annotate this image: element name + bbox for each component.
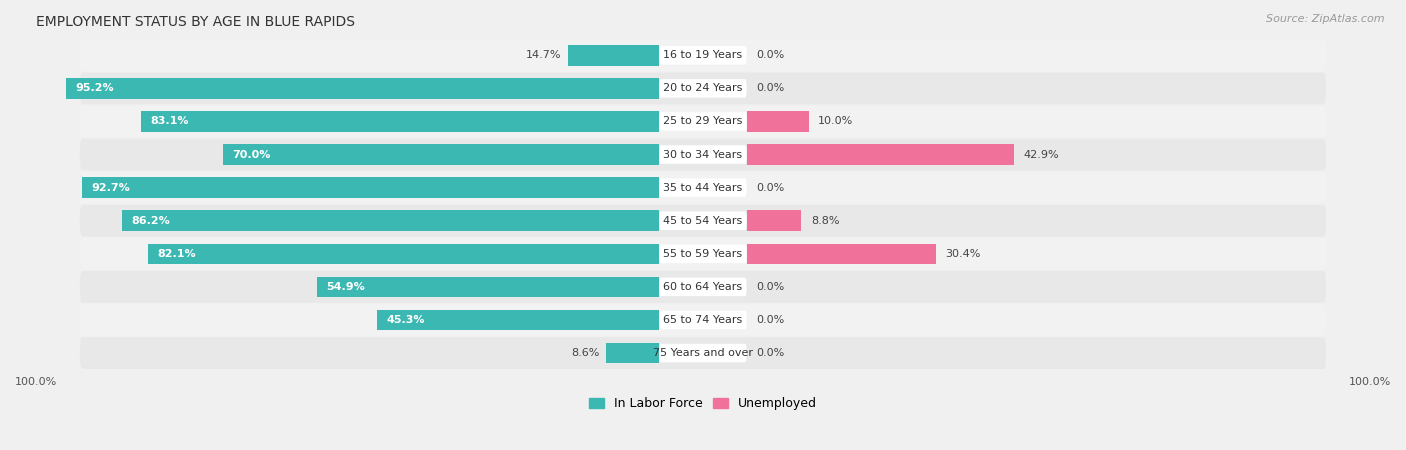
- Bar: [747, 211, 801, 231]
- FancyBboxPatch shape: [80, 72, 1326, 104]
- Text: 92.7%: 92.7%: [91, 183, 129, 193]
- Text: 86.2%: 86.2%: [132, 216, 170, 226]
- FancyBboxPatch shape: [80, 337, 1326, 369]
- Text: 0.0%: 0.0%: [756, 83, 785, 94]
- FancyBboxPatch shape: [659, 278, 747, 296]
- Text: 82.1%: 82.1%: [157, 249, 195, 259]
- Text: 0.0%: 0.0%: [756, 50, 785, 60]
- Text: 0.0%: 0.0%: [756, 282, 785, 292]
- Bar: [122, 211, 659, 231]
- FancyBboxPatch shape: [80, 172, 1326, 203]
- FancyBboxPatch shape: [659, 79, 747, 98]
- Bar: [142, 111, 659, 132]
- Text: Source: ZipAtlas.com: Source: ZipAtlas.com: [1267, 14, 1385, 23]
- Text: 75 Years and over: 75 Years and over: [652, 348, 754, 358]
- Legend: In Labor Force, Unemployed: In Labor Force, Unemployed: [583, 392, 823, 415]
- Text: 20 to 24 Years: 20 to 24 Years: [664, 83, 742, 94]
- Text: 95.2%: 95.2%: [76, 83, 114, 94]
- Text: 14.7%: 14.7%: [526, 50, 561, 60]
- FancyBboxPatch shape: [659, 145, 747, 164]
- Bar: [568, 45, 659, 66]
- Bar: [747, 111, 808, 132]
- Bar: [66, 78, 659, 99]
- Text: 0.0%: 0.0%: [756, 348, 785, 358]
- Text: 0.0%: 0.0%: [756, 315, 785, 325]
- FancyBboxPatch shape: [659, 344, 747, 362]
- Text: 10.0%: 10.0%: [818, 117, 853, 126]
- FancyBboxPatch shape: [80, 139, 1326, 171]
- Text: 25 to 29 Years: 25 to 29 Years: [664, 117, 742, 126]
- Text: 8.8%: 8.8%: [811, 216, 839, 226]
- Bar: [224, 144, 659, 165]
- Text: EMPLOYMENT STATUS BY AGE IN BLUE RAPIDS: EMPLOYMENT STATUS BY AGE IN BLUE RAPIDS: [37, 15, 356, 29]
- FancyBboxPatch shape: [80, 304, 1326, 336]
- Text: 30 to 34 Years: 30 to 34 Years: [664, 149, 742, 160]
- Text: 42.9%: 42.9%: [1024, 149, 1059, 160]
- Text: 30.4%: 30.4%: [945, 249, 981, 259]
- FancyBboxPatch shape: [659, 244, 747, 263]
- FancyBboxPatch shape: [659, 212, 747, 230]
- Text: 54.9%: 54.9%: [326, 282, 366, 292]
- FancyBboxPatch shape: [659, 178, 747, 197]
- Text: 35 to 44 Years: 35 to 44 Years: [664, 183, 742, 193]
- Text: 16 to 19 Years: 16 to 19 Years: [664, 50, 742, 60]
- FancyBboxPatch shape: [659, 311, 747, 329]
- FancyBboxPatch shape: [80, 40, 1326, 71]
- Text: 0.0%: 0.0%: [756, 183, 785, 193]
- Bar: [377, 310, 659, 330]
- Text: 45 to 54 Years: 45 to 54 Years: [664, 216, 742, 226]
- Bar: [318, 277, 659, 297]
- Text: 55 to 59 Years: 55 to 59 Years: [664, 249, 742, 259]
- Text: 45.3%: 45.3%: [387, 315, 425, 325]
- Text: 83.1%: 83.1%: [150, 117, 190, 126]
- Bar: [606, 343, 659, 363]
- Text: 65 to 74 Years: 65 to 74 Years: [664, 315, 742, 325]
- Text: 60 to 64 Years: 60 to 64 Years: [664, 282, 742, 292]
- FancyBboxPatch shape: [659, 112, 747, 131]
- FancyBboxPatch shape: [80, 238, 1326, 270]
- FancyBboxPatch shape: [80, 205, 1326, 237]
- FancyBboxPatch shape: [80, 271, 1326, 303]
- Bar: [82, 177, 659, 198]
- FancyBboxPatch shape: [80, 106, 1326, 137]
- FancyBboxPatch shape: [659, 46, 747, 64]
- Text: 70.0%: 70.0%: [232, 149, 271, 160]
- Bar: [747, 144, 1014, 165]
- Text: 8.6%: 8.6%: [571, 348, 599, 358]
- Bar: [747, 243, 936, 264]
- Bar: [148, 243, 659, 264]
